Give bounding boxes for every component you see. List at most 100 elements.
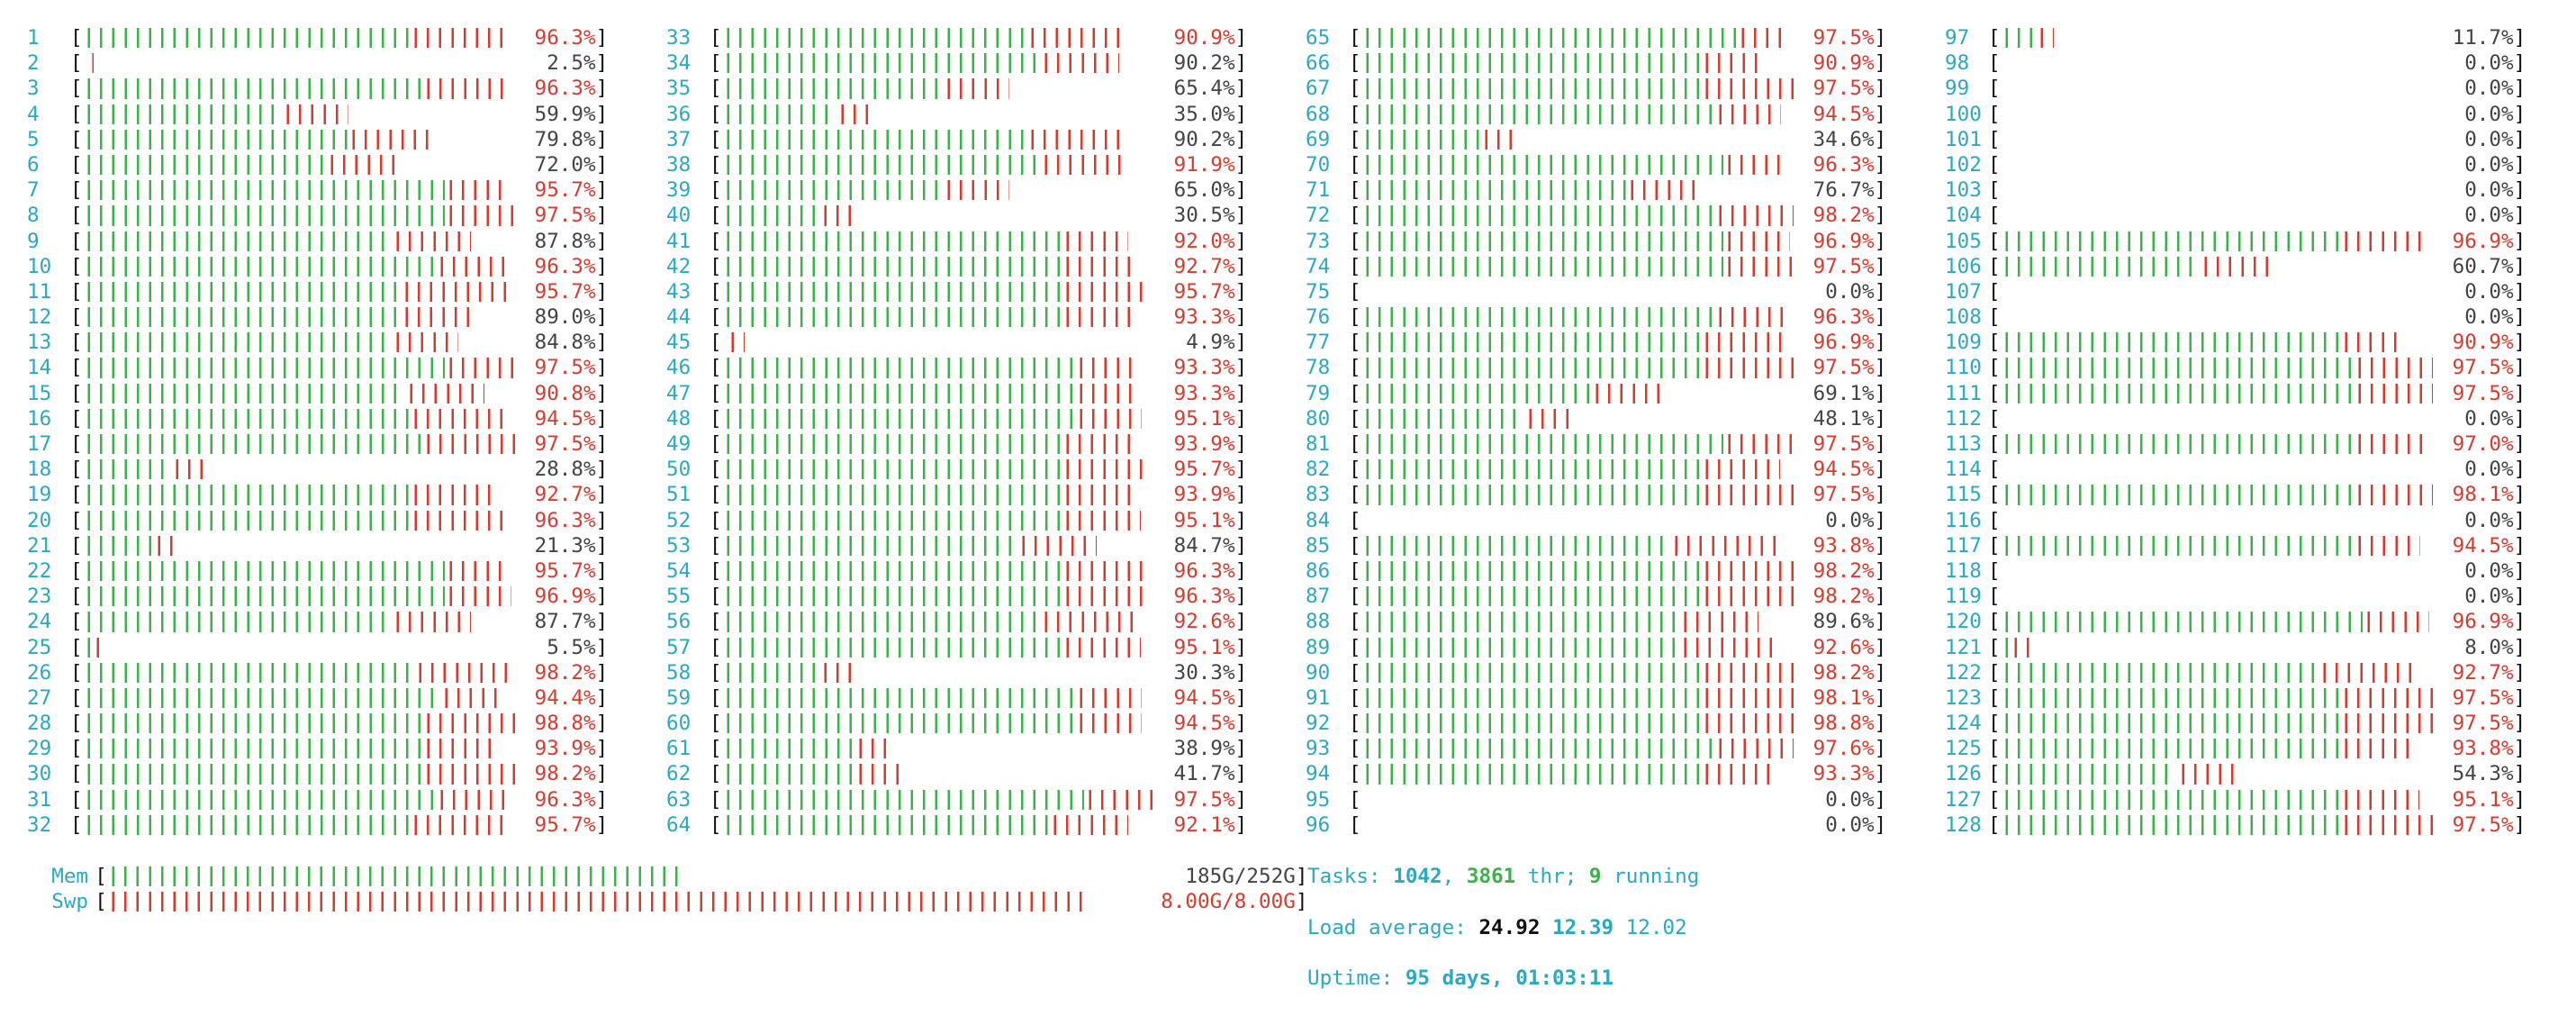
cpu-meter: 109[90.9%] (1945, 330, 2526, 355)
cpu-id: 71 (1306, 178, 1331, 203)
cpu-id: 107 (1945, 279, 1982, 304)
cpu-bar-normal (1360, 713, 1701, 734)
cpu-bar: 38.9% (721, 736, 1235, 761)
cpu-bar: 97.5% (2000, 711, 2514, 736)
cpu-percent: 0.0% (1825, 508, 1875, 532)
cpu-percent: 98.2% (534, 762, 596, 786)
cpu-id: 59 (666, 685, 691, 710)
cpu-bar: 94.5% (721, 685, 1235, 711)
cpu-bar-normal (1360, 53, 1701, 74)
cpu-id: 43 (666, 279, 691, 304)
tasks-count: 1042 (1393, 865, 1442, 889)
cpu-bar: 94.5% (1360, 457, 1875, 482)
cpu-bar-normal (1360, 459, 1701, 480)
cpu-bar-kernel (413, 662, 516, 683)
cpu-percent: 93.8% (2452, 737, 2514, 761)
cpu-meter: 56[92.6%] (666, 610, 1248, 634)
cpu-meter: 62[41.7%] (666, 762, 1248, 786)
cpu-meter: 59[94.5%] (666, 685, 1248, 711)
cpu-bar: 0.0% (2001, 558, 2513, 584)
cpu-meter: 29[93.9%] (27, 736, 609, 761)
cpu-meter: 86[98.2%] (1306, 558, 1887, 583)
cpu-bar-normal (82, 358, 445, 378)
cpu-id: 50 (666, 458, 691, 482)
cpu-bar: 90.9% (2000, 330, 2514, 355)
cpu-meter: 66[90.9%] (1306, 51, 1887, 76)
load-15: 12.02 (1625, 915, 1687, 939)
cpu-meter: 128[97.5%] (1945, 812, 2526, 837)
cpu-bar-kernel (1061, 586, 1145, 607)
cpu-percent: 93.3% (1173, 356, 1235, 380)
cpu-percent: 93.9% (1173, 483, 1235, 507)
cpu-meter: 94[93.3%] (1306, 762, 1887, 786)
cpu-percent: 0.0% (2464, 77, 2514, 101)
cpu-bar-normal (1360, 332, 1701, 353)
cpu-percent: 97.5% (2452, 812, 2514, 837)
cpu-meter: 64[92.1%] (666, 812, 1248, 837)
cpu-bar-normal (2000, 789, 2340, 810)
cpu-bar-kernel (1713, 739, 1794, 759)
cpu-id: 81 (1306, 432, 1331, 456)
cpu-id: 54 (666, 558, 691, 583)
cpu-bar-normal (2000, 535, 2354, 556)
cpu-percent: 90.2% (1173, 127, 1235, 151)
mem-bar: 185G/252G (106, 864, 1296, 889)
cpu-bar-kernel (421, 713, 520, 734)
cpu-bar-normal (82, 307, 401, 328)
cpu-percent: 93.9% (534, 737, 596, 761)
cpu-percent: 92.6% (1173, 610, 1235, 634)
cpu-percent: 93.3% (1173, 381, 1235, 405)
cpu-percent: 96.9% (534, 585, 596, 609)
cpu-percent: 54.3% (2452, 762, 2514, 786)
cpu-bar: 92.7% (2000, 660, 2514, 685)
cpu-meter: 90[98.2%] (1306, 660, 1887, 685)
cpu-meter: 61[38.9%] (666, 736, 1248, 761)
cpu-bar-normal (82, 687, 440, 709)
uptime-value: 95 days, 01:03:11 (1405, 966, 1614, 991)
cpu-bar: 94.5% (82, 406, 596, 431)
cpu-meter: 76[96.3%] (1306, 305, 1887, 330)
cpu-meter: 31[96.3%] (27, 787, 609, 812)
cpu-meter: 100[0.0%] (1945, 102, 2526, 126)
cpu-id: 21 (27, 533, 52, 558)
cpu-bar-normal (82, 637, 92, 658)
cpu-meter: 91[98.1%] (1306, 685, 1887, 711)
cpu-percent: 97.5% (1173, 787, 1235, 812)
cpu-meter: 79[69.1%] (1306, 381, 1887, 405)
cpu-percent: 96.3% (534, 77, 596, 101)
cpu-id: 64 (666, 812, 691, 837)
cpu-id: 18 (27, 458, 52, 482)
cpu-bar-normal (1360, 180, 1626, 201)
cpu-bar-kernel (86, 53, 94, 74)
cpu-meter: 26[98.2%] (27, 660, 609, 685)
cpu-bar-kernel (1678, 637, 1772, 658)
cpu-id: 48 (666, 406, 691, 431)
cpu-bar: 93.9% (82, 736, 596, 761)
cpu-bar-kernel (1722, 231, 1790, 251)
cpu-id: 34 (666, 51, 691, 76)
cpu-bar-kernel (444, 205, 515, 226)
cpu-percent: 96.3% (1173, 585, 1235, 609)
cpu-bar-kernel (391, 612, 471, 632)
cpu-bar-kernel (1700, 485, 1794, 505)
cpu-id: 20 (27, 508, 52, 532)
cpu-bar-normal (721, 637, 1062, 658)
cpu-bar: 97.5% (1360, 355, 1875, 380)
cpu-meter: 42[92.7%] (666, 254, 1248, 278)
cpu-bar: 5.5% (82, 635, 596, 660)
cpu-bar: 98.1% (1360, 685, 1875, 711)
cpu-percent: 0.0% (2464, 585, 2514, 609)
cpu-meter: 45[4.9%] (666, 331, 1248, 355)
cpu-id: 5 (27, 127, 40, 151)
cpu-id: 118 (1945, 558, 1982, 583)
cpu-bar-normal (82, 713, 422, 734)
cpu-id: 98 (1945, 51, 1970, 76)
cpu-bar: 94.5% (2000, 533, 2514, 558)
cpu-bar-normal (721, 814, 1049, 835)
cpu-bar-normal (82, 510, 410, 531)
cpu-meter: 77[96.9%] (1306, 331, 1887, 355)
cpu-percent: 96.3% (534, 26, 596, 50)
cpu-bar: 90.2% (721, 50, 1235, 76)
cpu-percent: 90.8% (534, 381, 596, 405)
cpu-id: 51 (666, 483, 691, 507)
